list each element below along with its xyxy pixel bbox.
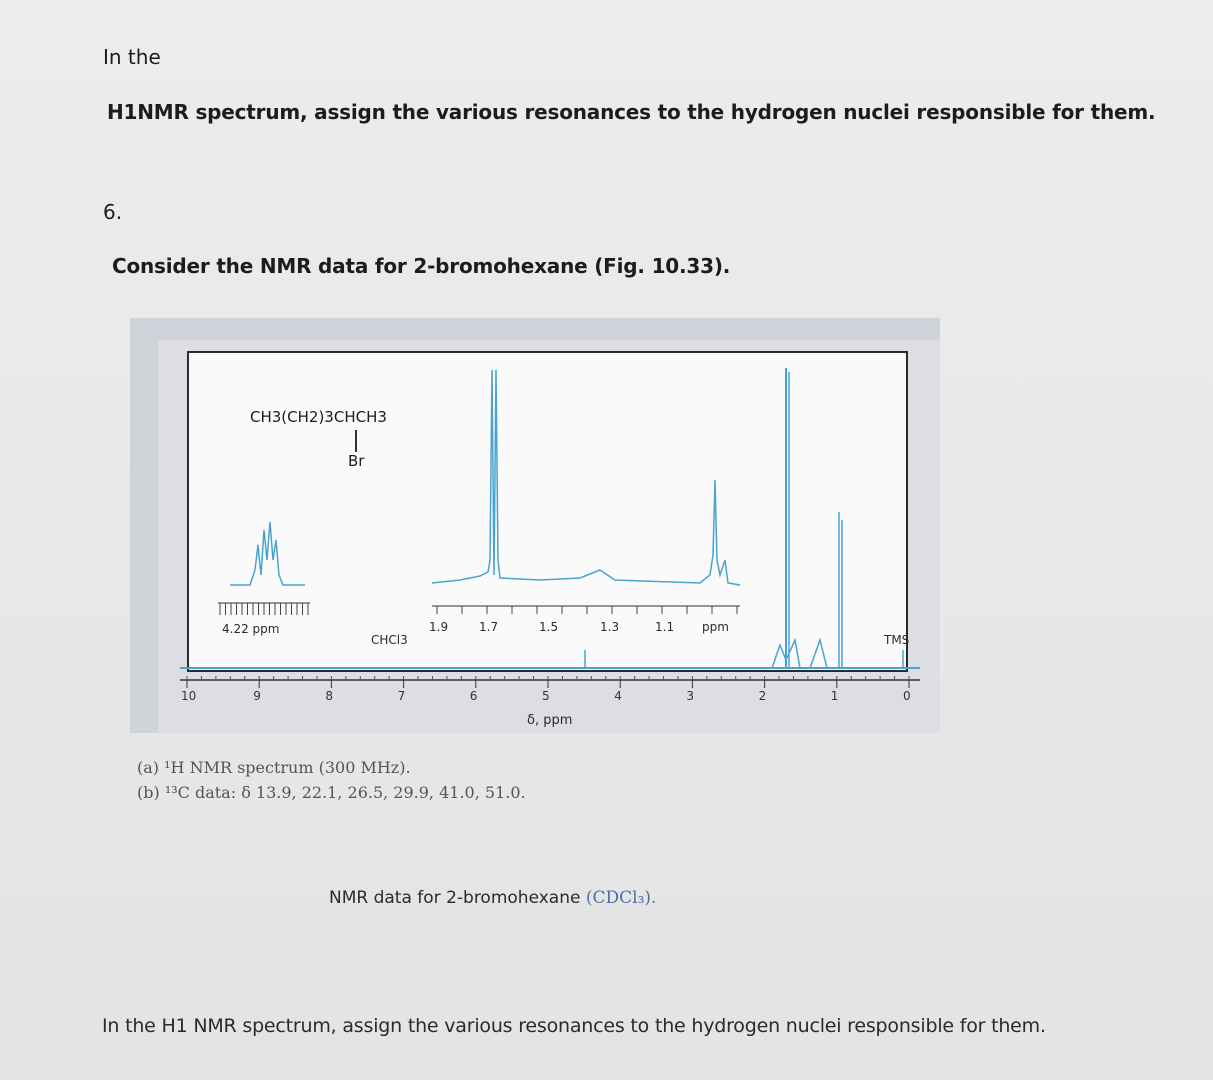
caption-a: (a) ¹H NMR spectrum (300 MHz).: [137, 758, 411, 777]
inset-right-tick-label: 1.1: [655, 620, 675, 634]
caption-b: (b) ¹³C data: δ 13.9, 22.1, 26.5, 29.9, …: [137, 783, 526, 802]
main-axis-tick-label: 10: [181, 689, 197, 703]
figure-caption: NMR data for 2-bromohexane (CDCl₃).: [329, 888, 656, 908]
main-axis-tick-label: 1: [830, 689, 839, 703]
bottom-question: In the H1 NMR spectrum, assign the vario…: [102, 1015, 1046, 1037]
inset-right-tick-label: 1.7: [479, 620, 499, 634]
intro-text: In the: [103, 45, 161, 69]
inset-right-tick-label: 1.9: [429, 620, 449, 634]
inset-right-tick-label: ppm: [702, 620, 729, 634]
nmr-figure: [130, 318, 940, 733]
multiplet-cluster: [771, 637, 801, 669]
figure-left-band: [130, 318, 158, 733]
spectrum-frame: [187, 351, 908, 672]
main-axis-tick-label: 6: [469, 689, 478, 703]
inset-right-tick-label: 1.3: [600, 620, 620, 634]
tms-label: TMS: [884, 633, 910, 647]
question-number: 6.: [103, 200, 123, 224]
molecule-formula: CH3(CH2)3CHCH3: [250, 408, 387, 426]
inset-left-ticks: [219, 603, 309, 615]
axis-title: δ, ppm: [527, 713, 573, 728]
main-axis-tick-label: 9: [253, 689, 261, 703]
question-text: H1NMR spectrum, assign the various reson…: [107, 100, 1156, 124]
inset-right-ticks: [436, 606, 738, 614]
main-axis-tick-label: 4: [614, 689, 622, 703]
main-axis-tick-label: 3: [686, 689, 695, 703]
figure-top-band: [130, 318, 940, 340]
inset-left-label: 4.22 ppm: [222, 622, 280, 636]
inset-4-22-multiplet: [230, 521, 305, 586]
main-axis-tick-label: 8: [325, 689, 334, 703]
inset-right-trace: [431, 369, 741, 586]
molecule-bond: [355, 430, 357, 452]
main-axis-tick-label: 2: [758, 689, 767, 703]
figure-caption-solvent: (CDCl₃).: [585, 888, 657, 908]
multiplet-cluster-2: [809, 637, 828, 669]
chcl3-label: CHCl3: [371, 633, 408, 647]
main-axis-tick-label: 0: [903, 689, 911, 703]
main-axis-tick-label: 7: [397, 689, 406, 703]
molecule-substituent: Br: [348, 452, 365, 470]
inset-right-tick-label: 1.5: [539, 620, 559, 634]
figure-caption-text: NMR data for 2-bromohexane: [329, 888, 581, 908]
consider-text: Consider the NMR data for 2-bromohexane …: [112, 254, 731, 278]
main-axis-ticks: [186, 676, 910, 688]
main-axis-tick-label: 5: [542, 689, 550, 703]
